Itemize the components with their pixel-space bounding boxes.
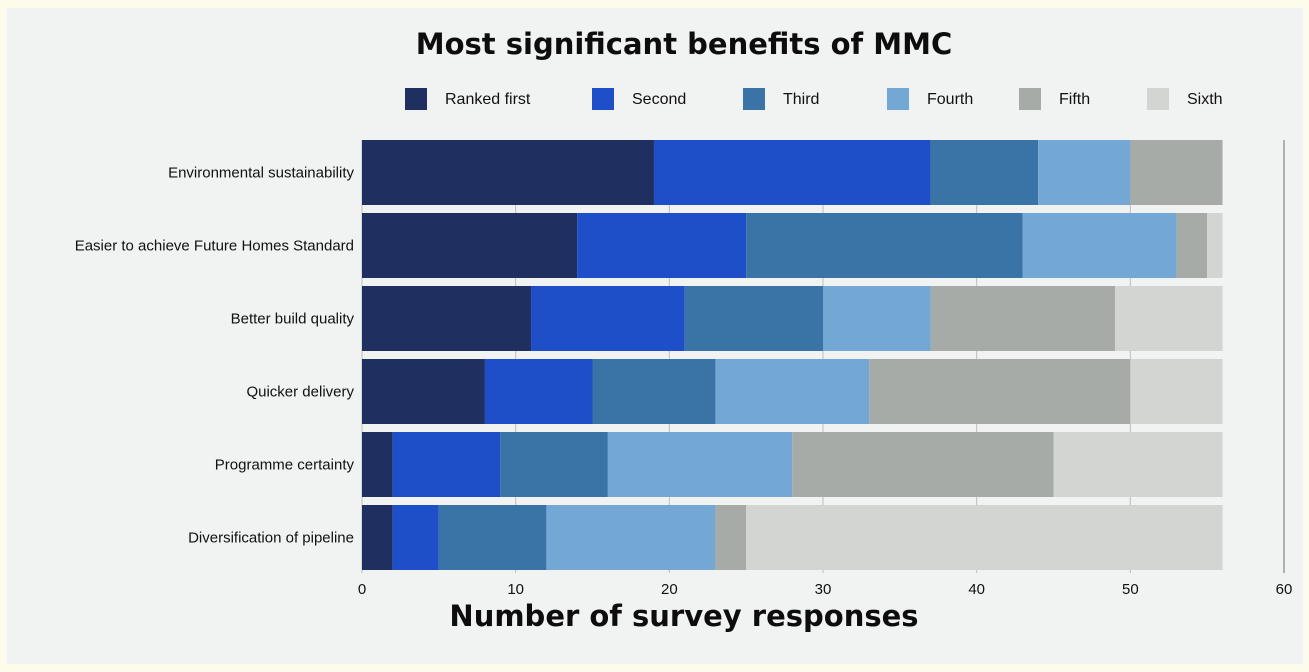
bar-segment xyxy=(715,505,747,570)
legend-label: Fifth xyxy=(1059,91,1090,108)
bar-segment xyxy=(362,505,393,570)
bar-segment xyxy=(653,140,931,205)
bar-segment xyxy=(930,140,1039,205)
grid-lines xyxy=(361,140,1285,573)
legend-item: Second xyxy=(592,88,686,110)
x-tick-label: 50 xyxy=(1122,581,1139,598)
legend-label: Ranked first xyxy=(445,91,531,108)
bar-segment xyxy=(1114,286,1223,351)
x-tick-label: 20 xyxy=(661,581,678,598)
bar-segment xyxy=(500,432,608,497)
x-tick-label: 60 xyxy=(1276,581,1293,598)
legend-item: Fifth xyxy=(1019,88,1090,110)
chart-title: Most significant benefits of MMC xyxy=(416,27,953,61)
bars xyxy=(362,140,1223,570)
x-tick-labels: 0 10 20 30 40 50 60 xyxy=(358,581,1293,598)
x-tick-label: 40 xyxy=(968,581,985,598)
legend-label: Fourth xyxy=(927,91,973,108)
category-labels: Environmental sustainability Easier to ac… xyxy=(75,165,355,547)
bar-segment xyxy=(1130,140,1223,205)
legend-swatch xyxy=(592,88,614,110)
bar-segment xyxy=(438,505,547,570)
category-label: Environmental sustainability xyxy=(168,165,354,182)
bar-segment xyxy=(362,286,532,351)
bar-segment xyxy=(362,140,654,205)
legend-item: Fourth xyxy=(887,88,973,110)
bar-segment xyxy=(1022,213,1177,278)
bar-segment xyxy=(392,432,501,497)
legend-swatch xyxy=(405,88,427,110)
bar-segment xyxy=(362,213,578,278)
chart-frame: Most significant benefits of MMC Ranked … xyxy=(7,8,1303,664)
bar-segment xyxy=(1176,213,1208,278)
legend-swatch xyxy=(1019,88,1041,110)
stacked-bar-chart: Most significant benefits of MMC Ranked … xyxy=(75,27,1293,633)
legend-item: Sixth xyxy=(1147,88,1223,110)
bar-segment xyxy=(684,286,823,351)
bar-segment xyxy=(392,505,439,570)
bar-segment xyxy=(607,432,793,497)
bar-segment xyxy=(592,359,716,424)
bar-segment xyxy=(1038,140,1131,205)
bar-segment xyxy=(362,432,393,497)
x-axis-label: Number of survey responses xyxy=(449,599,918,633)
bar-segment xyxy=(546,505,716,570)
bar-segment xyxy=(746,213,1023,278)
bar-segment xyxy=(746,505,1223,570)
legend-swatch xyxy=(743,88,765,110)
category-label: Programme certainty xyxy=(215,457,355,474)
bar-segment xyxy=(531,286,685,351)
bar-segment xyxy=(715,359,870,424)
bar-segment xyxy=(484,359,593,424)
bar-segment xyxy=(792,432,1054,497)
bar-segment xyxy=(1130,359,1223,424)
x-tick-label: 30 xyxy=(815,581,832,598)
legend-item: Ranked first xyxy=(405,88,531,110)
category-label: Diversification of pipeline xyxy=(188,530,354,547)
legend-item: Third xyxy=(743,88,819,110)
legend-swatch xyxy=(887,88,909,110)
category-label: Quicker delivery xyxy=(246,384,354,401)
legend-label: Third xyxy=(783,91,819,108)
bar-segment xyxy=(1207,213,1223,278)
legend-label: Second xyxy=(632,91,686,108)
legend-label: Sixth xyxy=(1187,91,1223,108)
x-tick-label: 10 xyxy=(507,581,524,598)
legend: Ranked first Second Third Fourth Fifth Sixth xyxy=(405,88,1223,110)
bar-segment xyxy=(930,286,1115,351)
bar-segment xyxy=(823,286,931,351)
bar-segment xyxy=(362,359,485,424)
bar-segment xyxy=(577,213,747,278)
x-tick-label: 0 xyxy=(358,581,366,598)
category-label: Better build quality xyxy=(231,311,355,328)
legend-swatch xyxy=(1147,88,1169,110)
bar-segment xyxy=(869,359,1131,424)
bar-segment xyxy=(1053,432,1223,497)
category-label: Easier to achieve Future Homes Standard xyxy=(75,238,354,255)
